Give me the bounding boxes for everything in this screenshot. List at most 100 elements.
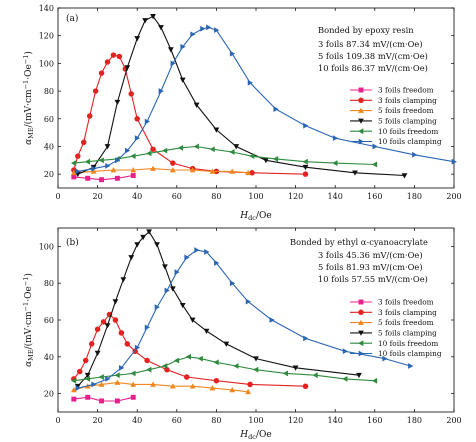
data-point [150,13,156,20]
series [71,394,136,404]
x-tick-label: 0 [55,416,60,425]
legend-label: 3 foils freedom [378,298,434,307]
data-point [150,381,156,387]
data-point [104,144,111,150]
data-point [94,326,101,332]
x-tick-label: 200 [446,416,461,425]
x-tick-label: 20 [93,416,103,425]
data-point [112,317,119,323]
y-tick-label: 60 [44,316,54,325]
data-point [213,127,220,133]
data-point [200,25,206,32]
data-point [130,381,137,387]
series [70,165,251,176]
data-point [70,169,77,176]
data-point [272,156,279,162]
data-point [144,357,150,364]
data-point [120,277,127,283]
data-point [193,143,199,150]
data-point [110,52,117,58]
legend-entry: 10 foils clamping [350,137,442,146]
data-point [104,59,111,65]
legend-label: 10 foils freedom [378,127,438,136]
data-point [70,160,77,166]
y-tick-label: 80 [44,87,54,96]
annotation-line: 5 foils 81.93 mV/(cm·Oe) [318,262,423,272]
data-point [194,247,200,253]
data-point [183,374,190,380]
panel-label: (b) [66,237,79,248]
data-point [105,162,111,169]
data-point [249,170,255,176]
data-point [184,254,190,261]
legend-label: 5 foils freedom [378,318,434,327]
data-point [209,146,215,153]
legend-marker [358,340,364,347]
y-tick-label: 100 [39,59,54,68]
data-point [233,363,239,369]
data-point [214,27,220,34]
data-point [332,160,338,166]
annotation-title: Bonded by ethyl α-cyanoacrylate [290,237,428,247]
data-point [134,116,140,122]
data-point [170,60,176,67]
data-point [247,381,253,388]
data-point [179,77,186,83]
annotation-line: 5 foils 109.38 mV/(cm·Oe) [318,51,428,61]
data-point [119,364,125,371]
data-point [80,139,87,146]
legend-marker [358,97,364,104]
data-point [77,368,83,375]
data-point [98,381,105,387]
legend-label: 5 foils clamping [378,117,437,126]
data-point [302,158,308,165]
x-tick-label: 60 [172,416,182,425]
data-point [98,70,105,76]
legend-label: 3 foils clamping [378,308,437,317]
data-point [150,165,156,171]
legend-marker [358,299,364,305]
data-point [70,377,77,384]
x-tick-label: 120 [288,416,303,425]
series-line [73,382,249,393]
data-point [114,379,121,385]
data-point [82,357,89,364]
data-point [84,375,91,382]
series-line [77,26,455,172]
data-point [245,298,251,305]
x-tick-label: 100 [248,416,263,425]
data-point [144,324,150,331]
annotation-box: Bonded by ethyl α-cyanoacrylate 3 foils … [290,237,428,284]
y-tick-label: 20 [44,170,54,179]
data-point [245,388,251,395]
y-tick-label: 20 [44,390,54,399]
x-tick-label: 180 [407,192,422,201]
series-line [73,168,249,174]
data-point [86,113,93,119]
data-point [75,168,81,175]
data-point [146,366,152,373]
data-point [209,385,216,391]
x-tick-label: 200 [446,192,461,201]
data-point [92,88,99,94]
data-point [382,355,388,362]
legend-label: 10 foils freedom [378,339,438,348]
data-point [124,147,131,154]
x-axis-label: Hdc/Oe [239,430,271,441]
data-point [303,122,309,129]
data-point [130,153,136,160]
legend-entry: 5 foils clamping [350,329,437,338]
legend-entry: 5 foils freedom [350,106,434,115]
legend-entry: 3 foils freedom [350,298,434,307]
data-point [91,165,97,172]
x-tick-label: 180 [407,416,422,425]
series-line [77,230,360,387]
legend-entry: 3 foils freedom [350,86,434,95]
data-point [84,158,91,165]
x-tick-label: 80 [211,192,221,201]
data-point [85,175,91,181]
data-point [312,372,318,379]
data-point [282,370,289,377]
